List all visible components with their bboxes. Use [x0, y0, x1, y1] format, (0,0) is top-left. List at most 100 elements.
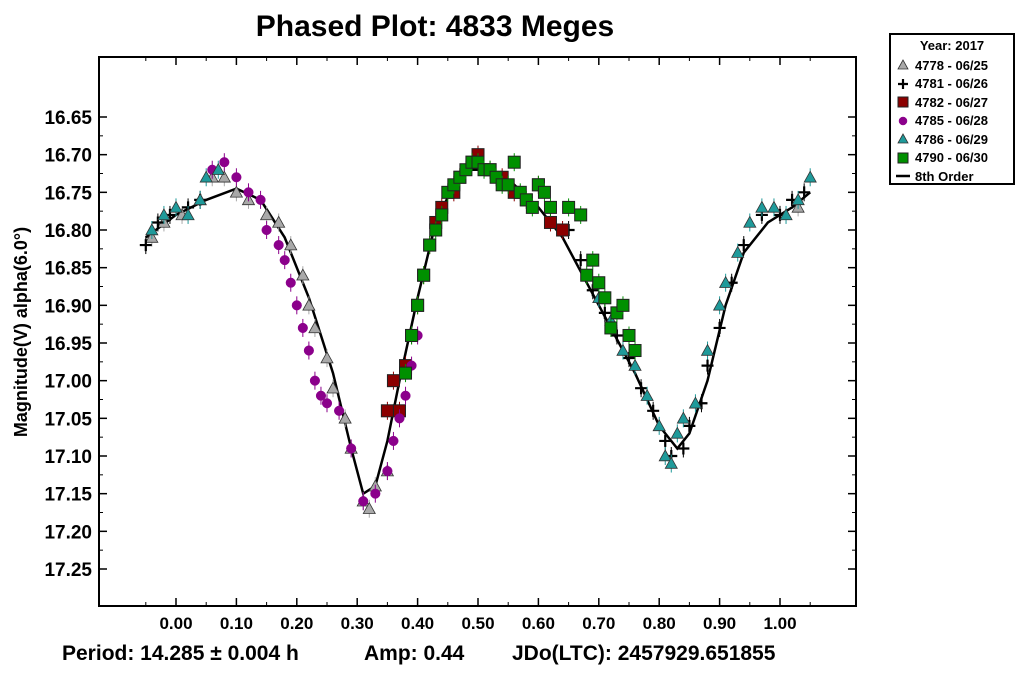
data-point [334, 405, 345, 416]
data-point [791, 193, 805, 206]
legend-marker-icon [897, 59, 909, 70]
data-point [628, 344, 642, 358]
data-point [743, 215, 757, 228]
data-point [507, 155, 521, 169]
data-point [380, 404, 394, 418]
legend-label: 4778 - 06/25 [915, 57, 989, 73]
data-point [199, 170, 213, 183]
data-point [713, 321, 726, 334]
data-point [659, 434, 672, 447]
data-point [405, 328, 419, 342]
data-point [429, 223, 443, 237]
data-point [417, 268, 431, 282]
legend-marker-icon [897, 96, 909, 108]
data-point [219, 157, 230, 168]
data-point [658, 449, 672, 462]
legend-marker-icon [897, 152, 909, 163]
data-point [737, 239, 750, 252]
legend-marker [898, 116, 908, 125]
legend-marker-icon [897, 133, 909, 144]
data-point [635, 382, 648, 395]
legend-label: 8th Order [915, 168, 974, 184]
jdo-label: JDo(LTC): 2457929.651855 [512, 642, 776, 665]
x-tick-label: 0.60 [522, 614, 555, 633]
data-point [423, 238, 437, 252]
x-tick-label: 0.00 [159, 614, 192, 633]
data-point [411, 298, 425, 312]
data-point [315, 390, 327, 401]
data-point [338, 411, 352, 424]
y-tick-label: 16.95 [44, 334, 92, 355]
y-tick-label: 17.25 [44, 560, 92, 581]
data-point [598, 291, 612, 305]
legend-marker-icon [896, 174, 910, 178]
legend-label: 4786 - 06/29 [915, 131, 989, 147]
data-point [211, 162, 225, 175]
legend-marker [897, 59, 909, 70]
data-point [386, 374, 400, 388]
x-tick-label: 0.40 [401, 614, 434, 633]
legend-item: 4790 - 06/30 [895, 149, 988, 167]
plot-frame [98, 56, 857, 607]
data-point [604, 321, 618, 335]
data-point [297, 322, 308, 333]
legend-label: 4785 - 06/28 [915, 113, 989, 128]
legend-marker [898, 78, 908, 89]
data-point [296, 268, 310, 281]
amplitude-label: Amp: 0.44 [364, 642, 465, 665]
data-point [145, 223, 159, 236]
data-point [358, 496, 369, 507]
data-point [285, 277, 296, 288]
data-point [435, 208, 449, 222]
data-point [169, 200, 183, 213]
data-point [652, 419, 666, 432]
data-point [279, 255, 290, 266]
data-point [767, 200, 781, 213]
data-point [640, 388, 654, 401]
data-point [255, 194, 266, 205]
data-point [525, 200, 539, 214]
data-point [151, 216, 164, 229]
data-point [291, 300, 302, 311]
y-tick-label: 16.65 [44, 108, 92, 129]
legend-label: 4782 - 06/27 [915, 94, 989, 110]
legend-marker-icon [898, 78, 908, 89]
data-point [574, 208, 588, 222]
legend-marker [897, 152, 909, 163]
data-point [798, 186, 811, 199]
y-tick-label: 17.15 [44, 485, 92, 506]
data-point [700, 343, 715, 356]
legend-title: Year: 2017 [919, 38, 985, 53]
data-point [193, 193, 207, 206]
data-point [647, 404, 660, 417]
data-point [231, 172, 242, 183]
data-point [501, 178, 515, 192]
x-tick-label: 0.10 [220, 614, 253, 633]
data-point [731, 245, 745, 258]
legend: Year: 2017 4778 - 06/25 4781 - 06/26 4782 … [889, 33, 1015, 185]
legend-marker [897, 96, 909, 108]
x-tick-label: 0.90 [703, 614, 736, 633]
data-point [592, 276, 606, 290]
legend-item: 4786 - 06/29 [895, 130, 988, 148]
legend-item: 4778 - 06/25 [895, 56, 988, 74]
data-point [326, 381, 340, 394]
legend-marker-icon [898, 116, 908, 125]
data-point [718, 275, 733, 288]
data-point [157, 208, 171, 221]
data-point [308, 321, 322, 334]
data-point [598, 306, 611, 319]
data-point [302, 298, 316, 311]
data-point [321, 398, 333, 409]
data-point [664, 456, 678, 469]
x-tick-label: 0.70 [582, 614, 615, 633]
data-point [362, 501, 376, 514]
data-point [628, 358, 642, 371]
data-point [229, 185, 244, 198]
data-point [394, 413, 405, 424]
data-point [580, 268, 594, 282]
legend-item: 8th Order [895, 167, 974, 185]
data-point [803, 170, 817, 183]
data-point [139, 239, 152, 252]
